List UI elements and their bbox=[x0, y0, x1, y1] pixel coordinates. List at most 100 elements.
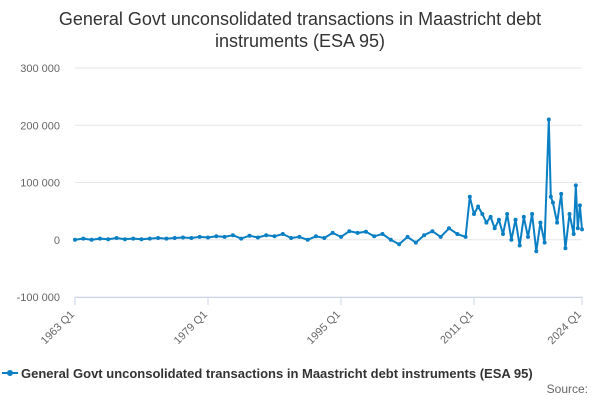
data-point bbox=[139, 237, 144, 242]
data-point bbox=[480, 212, 485, 216]
series-line bbox=[74, 118, 583, 253]
data-point bbox=[280, 232, 285, 236]
data-point bbox=[567, 212, 572, 216]
y-tick-label: -100 000 bbox=[17, 292, 60, 304]
data-point bbox=[122, 237, 127, 242]
data-point bbox=[505, 212, 510, 216]
data-point bbox=[297, 234, 302, 239]
data-point bbox=[106, 237, 111, 242]
data-point bbox=[488, 214, 493, 219]
data-point bbox=[97, 236, 102, 241]
data-point bbox=[521, 214, 526, 219]
data-point bbox=[230, 233, 235, 238]
data-point bbox=[339, 234, 343, 239]
data-point bbox=[247, 233, 252, 238]
source-credit: Source: bbox=[546, 382, 588, 396]
data-point bbox=[81, 236, 86, 241]
data-point bbox=[463, 234, 468, 239]
data-point bbox=[289, 236, 294, 240]
data-point bbox=[548, 194, 553, 199]
x-tick-label: 2011 Q1 bbox=[438, 309, 476, 347]
data-point bbox=[397, 242, 402, 247]
x-tick-label: 1963 Q1 bbox=[39, 309, 77, 347]
data-point bbox=[430, 229, 435, 234]
data-point bbox=[214, 234, 219, 239]
chart-title-line-2: instruments (ESA 95) bbox=[214, 31, 386, 51]
data-point bbox=[380, 232, 385, 236]
y-tick-label: 300 000 bbox=[20, 63, 60, 75]
data-point bbox=[89, 237, 94, 242]
data-point bbox=[172, 236, 177, 240]
data-point bbox=[496, 217, 501, 222]
data-point bbox=[573, 183, 578, 188]
data-point bbox=[513, 217, 518, 222]
chart-title: General Govt unconsolidated transactions… bbox=[20, 8, 580, 52]
data-point bbox=[206, 235, 210, 240]
data-point bbox=[330, 230, 335, 235]
data-point bbox=[476, 204, 481, 209]
data-point bbox=[501, 232, 505, 236]
series-group bbox=[73, 117, 584, 254]
data-point bbox=[322, 236, 327, 240]
y-tick-label: 0 bbox=[54, 235, 60, 247]
data-point bbox=[530, 212, 535, 216]
series-layer bbox=[73, 117, 584, 254]
data-point bbox=[131, 236, 136, 241]
y-tick-label: 100 000 bbox=[20, 178, 60, 190]
data-point bbox=[264, 233, 269, 238]
axes: -100 000 0 100 000 200 000 300 000 1963 Q1 197… bbox=[17, 63, 585, 347]
data-point bbox=[147, 236, 152, 241]
data-point bbox=[114, 236, 119, 240]
data-point bbox=[580, 227, 584, 232]
chart-title-line-1: General Govt unconsolidated transactions… bbox=[58, 9, 542, 29]
legend-line-marker-icon bbox=[2, 367, 18, 379]
data-point bbox=[355, 230, 360, 235]
data-point bbox=[239, 236, 244, 241]
data-point bbox=[447, 226, 451, 231]
data-point bbox=[272, 234, 277, 239]
data-point bbox=[405, 234, 410, 239]
data-point bbox=[472, 212, 476, 216]
data-point bbox=[550, 200, 555, 205]
data-point bbox=[438, 234, 443, 239]
data-point bbox=[546, 117, 551, 122]
data-point bbox=[571, 232, 576, 236]
data-point bbox=[222, 234, 227, 239]
data-point bbox=[559, 191, 564, 196]
data-point bbox=[255, 235, 260, 240]
data-point bbox=[526, 234, 530, 239]
data-point bbox=[534, 249, 539, 254]
data-point bbox=[509, 237, 514, 242]
data-point bbox=[181, 235, 185, 240]
x-tick-label: 1995 Q1 bbox=[305, 309, 343, 347]
x-tick-label: 1979 Q1 bbox=[172, 309, 210, 347]
data-point bbox=[575, 226, 580, 231]
data-point bbox=[305, 237, 310, 242]
data-point bbox=[372, 234, 377, 239]
y-tick-label: 200 000 bbox=[20, 120, 60, 132]
data-point bbox=[197, 234, 202, 239]
data-point bbox=[542, 240, 547, 245]
x-tick-label: 2024 Q1 bbox=[546, 309, 584, 347]
data-point bbox=[563, 246, 568, 251]
data-point bbox=[577, 203, 582, 208]
data-point bbox=[314, 234, 318, 239]
legend[interactable]: General Govt unconsolidated transactions… bbox=[2, 364, 533, 382]
data-point bbox=[517, 243, 522, 248]
data-point bbox=[555, 220, 560, 225]
legend-label: General Govt unconsolidated transactions… bbox=[21, 365, 533, 381]
data-point bbox=[363, 229, 368, 234]
data-point bbox=[388, 237, 393, 242]
data-point bbox=[484, 220, 489, 225]
data-point bbox=[455, 232, 460, 236]
data-point bbox=[164, 236, 169, 241]
data-point bbox=[538, 220, 543, 225]
data-point bbox=[413, 240, 418, 245]
data-point bbox=[347, 229, 352, 234]
data-point bbox=[73, 237, 77, 242]
data-point bbox=[156, 236, 161, 240]
data-point bbox=[467, 194, 472, 199]
data-point bbox=[492, 226, 497, 231]
data-point bbox=[189, 236, 194, 240]
